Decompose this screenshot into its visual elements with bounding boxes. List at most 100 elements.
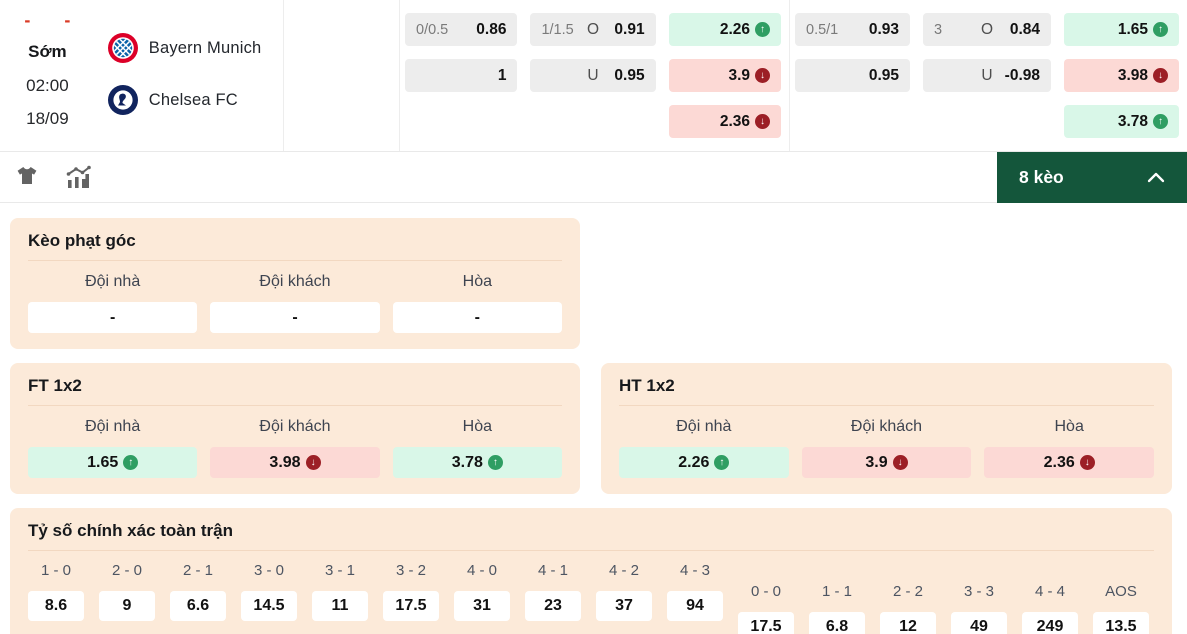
corner-odds-card: Kèo phạt góc Đội nhà - Đội khách xyxy=(10,218,580,349)
1x2-odds-cell[interactable]: 2.36 ↓ xyxy=(668,105,782,138)
score-odds-cell[interactable]: 94 xyxy=(667,591,723,621)
over-under-odds-cell[interactable]: U -0.98 xyxy=(923,59,1051,92)
trend-arrow-icon: ↑ xyxy=(1153,22,1168,37)
bet-option-header: Đội khách xyxy=(259,418,331,435)
score-odds-cell[interactable]: 17.5 xyxy=(383,591,439,621)
score-odds-cell[interactable]: 37 xyxy=(596,591,652,621)
bet-odds-cell[interactable]: - xyxy=(28,302,198,333)
score-option: AOS 13.5 xyxy=(1093,583,1149,634)
score-option: 4 - 1 23 xyxy=(525,562,581,621)
1x2-odds-cell[interactable]: 2.26 ↑ xyxy=(668,13,782,46)
main-odds-area: 0/0.5 0.86 1 1/1.5 O xyxy=(400,0,1187,151)
bet-option: Đội khách 3.98 ↓ xyxy=(210,418,380,478)
1x2-odds-cell[interactable]: 1.65 ↑ xyxy=(1064,13,1179,46)
ft-bet-options: Đội nhà 1.65 ↑ Đội khách 3.98 ↓ xyxy=(28,418,562,478)
1x2-odds-cell[interactable]: 3.98 ↓ xyxy=(1064,59,1179,92)
jersey-icon[interactable] xyxy=(15,166,39,188)
score-odds-cell[interactable]: 13.5 xyxy=(1093,612,1149,634)
score-option: 4 - 3 94 xyxy=(667,562,723,621)
teams-column: Bayern Munich Chelsea FC xyxy=(95,0,284,151)
odds-value: 3.9 xyxy=(865,453,888,471)
ht-1x2-card: HT 1x2 Đội nhà 2.26 ↑ Đội khách xyxy=(601,363,1172,494)
over-under-odds-cell[interactable]: 3 O 0.84 xyxy=(923,13,1051,46)
odds-value: 1.65 xyxy=(1117,20,1148,38)
score-odds-cell[interactable]: 17.5 xyxy=(738,612,794,634)
match-date: 18/09 xyxy=(26,109,69,128)
bet-option: Đội khách - xyxy=(210,273,380,333)
bet-option: Đội nhà 2.26 ↑ xyxy=(619,418,789,478)
odds-value: 3.78 xyxy=(1117,112,1148,130)
bet-odds-cell[interactable]: 3.78 ↑ xyxy=(392,447,562,478)
match-header-row: - - Sớm 02:00 18/09 Bayern Muni xyxy=(0,0,1187,152)
match-toolbar: 8 kèo xyxy=(0,151,1187,203)
score-label: 3 - 2 xyxy=(395,562,426,579)
over-under-letter: U xyxy=(587,66,599,84)
1x2-odds-cell[interactable]: 3.9 ↓ xyxy=(668,59,782,92)
bet-option-header: Hòa xyxy=(1054,418,1084,435)
score-label: AOS xyxy=(1105,583,1137,600)
odds-value: 3.78 xyxy=(451,453,483,471)
score-label: 0 - 0 xyxy=(750,583,781,600)
score-odds-cell[interactable]: 8.6 xyxy=(28,591,84,621)
odds-value: - xyxy=(110,308,116,326)
over-under-column: 3 O 0.84 U -0.98 xyxy=(923,13,1051,151)
handicap-odds-cell[interactable]: 1 xyxy=(405,59,518,92)
score-label: 4 - 4 xyxy=(1034,583,1065,600)
trend-arrow-icon: ↑ xyxy=(714,455,730,470)
score-odds-cell[interactable]: 49 xyxy=(951,612,1007,634)
1x2-odds-cell[interactable]: 3.78 ↑ xyxy=(1064,105,1179,138)
score-odds-cell[interactable]: 249 xyxy=(1022,612,1078,634)
trend-arrow-icon: ↓ xyxy=(755,68,771,83)
score-option: 4 - 2 37 xyxy=(596,562,652,621)
score-odds-cell[interactable]: 9 xyxy=(99,591,155,621)
over-under-column: 1/1.5 O 0.91 U 0.95 xyxy=(530,13,656,151)
score-option: 3 - 1 11 xyxy=(312,562,368,621)
bet-odds-cell[interactable]: 3.98 ↓ xyxy=(210,447,380,478)
odds-value: 0.91 xyxy=(614,20,645,38)
bet-option-header: Hòa xyxy=(462,273,492,290)
corner-bet-options: Đội nhà - Đội khách - xyxy=(28,273,562,333)
odds-count-toggle-button[interactable]: 8 kèo xyxy=(997,151,1187,203)
odds-value: 3.98 xyxy=(269,453,301,471)
bet-odds-cell[interactable]: 1.65 ↑ xyxy=(28,447,198,478)
over-under-odds-cell[interactable]: U 0.95 xyxy=(530,59,656,92)
score-odds-cell[interactable]: 6.6 xyxy=(170,591,226,621)
trend-arrow-icon: ↑ xyxy=(123,455,139,470)
score-option: 2 - 0 9 xyxy=(99,562,155,621)
handicap-column: 0.5/1 0.93 0.95 xyxy=(795,13,910,151)
score-odds-cell[interactable]: 12 xyxy=(880,612,936,634)
score-odds-cell[interactable]: 31 xyxy=(454,591,510,621)
score-label: 2 - 2 xyxy=(892,583,923,600)
score-odds-cell[interactable]: 11 xyxy=(312,591,368,621)
stats-chart-icon[interactable] xyxy=(65,164,93,190)
score-label: 4 - 3 xyxy=(679,562,710,579)
score-odds-cell[interactable]: 6.8 xyxy=(809,612,865,634)
correct-score-strip: 1 - 0 8.6 2 - 0 9 2 - 1 6.6 xyxy=(28,562,1154,634)
bet-option: Hòa - xyxy=(392,273,562,333)
score-odds-cell[interactable]: 14.5 xyxy=(241,591,297,621)
bet-odds-cell[interactable]: 2.36 ↓ xyxy=(984,447,1155,478)
odds-value: 3.98 xyxy=(1117,66,1148,84)
score-option: 3 - 2 17.5 xyxy=(383,562,439,621)
over-under-letter: O xyxy=(980,20,994,38)
score-option: 3 - 0 14.5 xyxy=(241,562,297,621)
bet-option-header: Hòa xyxy=(462,418,492,435)
bet-odds-cell[interactable]: 3.9 ↓ xyxy=(801,447,972,478)
away-team-row[interactable]: Chelsea FC xyxy=(107,85,283,115)
score-label: 4 - 1 xyxy=(537,562,568,579)
handicap-odds-cell[interactable]: 0.95 xyxy=(795,59,910,92)
score-label: 1 - 1 xyxy=(821,583,852,600)
score-label: 3 - 3 xyxy=(963,583,994,600)
score-odds-cell[interactable]: 23 xyxy=(525,591,581,621)
handicap-odds-cell[interactable]: 0/0.5 0.86 xyxy=(405,13,518,46)
home-team-row[interactable]: Bayern Munich xyxy=(107,33,283,63)
handicap-odds-cell[interactable]: 0.5/1 0.93 xyxy=(795,13,910,46)
ft-card-title: FT 1x2 xyxy=(28,376,562,406)
bet-odds-cell[interactable]: - xyxy=(392,302,562,333)
bet-odds-cell[interactable]: - xyxy=(210,302,380,333)
bet-odds-cell[interactable]: 2.26 ↑ xyxy=(619,447,789,478)
over-under-odds-cell[interactable]: 1/1.5 O 0.91 xyxy=(530,13,656,46)
home-team-name: Bayern Munich xyxy=(148,38,262,57)
empty-market-column xyxy=(284,0,400,151)
